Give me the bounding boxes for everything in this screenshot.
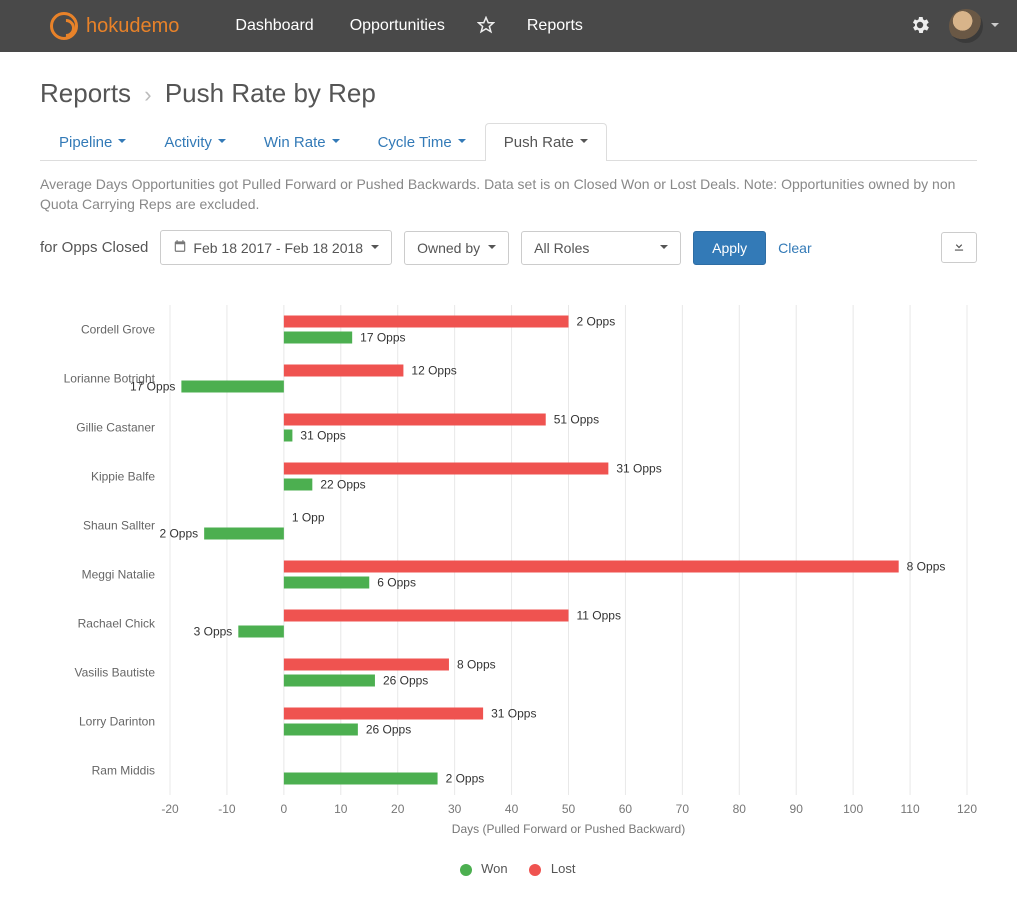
legend-swatch-lost: [529, 864, 541, 876]
svg-text:2 Opps: 2 Opps: [446, 772, 485, 786]
date-range-value: Feb 18 2017 - Feb 18 2018: [193, 240, 363, 256]
svg-text:Ram Middis: Ram Middis: [92, 764, 155, 778]
roles-select[interactable]: All Roles: [521, 231, 681, 265]
page-title: Push Rate by Rep: [165, 78, 376, 108]
svg-text:2 Opps: 2 Opps: [159, 527, 198, 541]
svg-text:40: 40: [505, 802, 519, 816]
breadcrumb-root[interactable]: Reports: [40, 78, 131, 108]
chart-legend: Won Lost: [40, 861, 977, 876]
svg-text:Shaun Sallter: Shaun Sallter: [83, 519, 155, 533]
chevron-down-icon: [116, 134, 126, 151]
svg-text:-10: -10: [218, 802, 236, 816]
top-nav: hokudemo Dashboard Opportunities Reports: [0, 0, 1017, 52]
chevron-down-icon: [369, 240, 379, 256]
svg-text:8 Opps: 8 Opps: [907, 560, 946, 574]
breadcrumb: Reports › Push Rate by Rep: [40, 78, 977, 109]
svg-text:Rachael Chick: Rachael Chick: [78, 617, 156, 631]
svg-text:30: 30: [448, 802, 462, 816]
svg-text:110: 110: [901, 802, 920, 816]
download-button[interactable]: [941, 232, 977, 263]
chevron-down-icon: [658, 240, 668, 256]
apply-button[interactable]: Apply: [693, 231, 766, 265]
chevron-down-icon: [456, 134, 466, 151]
svg-text:80: 80: [733, 802, 747, 816]
report-description: Average Days Opportunities got Pulled Fo…: [40, 175, 977, 214]
svg-text:12 Opps: 12 Opps: [411, 364, 456, 378]
tab-label: Cycle Time: [378, 134, 452, 151]
svg-text:17 Opps: 17 Opps: [360, 331, 405, 345]
nav-opportunities[interactable]: Opportunities: [332, 17, 463, 35]
svg-text:17 Opps: 17 Opps: [130, 380, 175, 394]
legend-won-label: Won: [481, 861, 508, 876]
nav-dashboard[interactable]: Dashboard: [217, 17, 331, 35]
clear-link[interactable]: Clear: [778, 240, 811, 256]
svg-text:11 Opps: 11 Opps: [577, 609, 621, 623]
favorites-icon[interactable]: [463, 16, 509, 37]
chevron-down-icon: [330, 134, 340, 151]
svg-text:50: 50: [562, 802, 576, 816]
push-rate-chart: -20 -10 0 10 20 30 40 50 60 70 80 90 100 110 120 Days (…: [40, 295, 977, 855]
svg-text:20: 20: [391, 802, 405, 816]
date-range-picker[interactable]: Feb 18 2017 - Feb 18 2018: [160, 230, 392, 265]
tab-label: Win Rate: [264, 134, 326, 151]
tab-pipeline[interactable]: Pipeline: [40, 123, 145, 161]
svg-text:31 Opps: 31 Opps: [300, 429, 345, 443]
tab-label: Push Rate: [504, 134, 574, 151]
svg-text:51 Opps: 51 Opps: [554, 413, 599, 427]
svg-text:Gillie Castaner: Gillie Castaner: [76, 421, 155, 435]
svg-text:Kippie Balfe: Kippie Balfe: [91, 470, 155, 484]
chevron-down-icon: [216, 134, 226, 151]
svg-text:10: 10: [334, 802, 348, 816]
svg-text:70: 70: [676, 802, 690, 816]
chevron-down-icon: [486, 240, 496, 256]
svg-text:Meggi Natalie: Meggi Natalie: [82, 568, 156, 582]
svg-text:26 Opps: 26 Opps: [366, 723, 411, 737]
avatar[interactable]: [949, 9, 983, 43]
tab-label: Activity: [164, 134, 212, 151]
filters-row: for Opps Closed Feb 18 2017 - Feb 18 201…: [40, 230, 977, 265]
svg-text:90: 90: [790, 802, 804, 816]
svg-text:31 Opps: 31 Opps: [616, 462, 661, 476]
svg-text:100: 100: [843, 802, 863, 816]
brand-name: hokudemo: [86, 15, 179, 38]
brand-icon: [50, 12, 78, 40]
roles-value: All Roles: [534, 240, 589, 256]
svg-text:1 Opp: 1 Opp: [292, 511, 325, 525]
svg-text:22 Opps: 22 Opps: [320, 478, 365, 492]
svg-text:0: 0: [281, 802, 288, 816]
svg-text:8 Opps: 8 Opps: [457, 658, 496, 672]
owned-by-label: Owned by: [417, 240, 480, 256]
tab-activity[interactable]: Activity: [145, 123, 245, 161]
filter-for-label: for Opps Closed: [40, 239, 148, 256]
legend-lost-label: Lost: [551, 861, 576, 876]
calendar-icon: [173, 239, 187, 256]
tab-label: Pipeline: [59, 134, 112, 151]
svg-text:Vasilis Bautiste: Vasilis Bautiste: [75, 666, 156, 680]
gear-icon[interactable]: [909, 14, 931, 39]
svg-text:Cordell Grove: Cordell Grove: [81, 323, 155, 337]
breadcrumb-sep: ›: [144, 82, 151, 107]
chevron-down-icon: [578, 134, 588, 151]
legend-swatch-won: [460, 864, 472, 876]
svg-text:120: 120: [957, 802, 977, 816]
svg-text:3 Opps: 3 Opps: [194, 625, 233, 639]
page-body: Reports › Push Rate by Rep Pipeline Activ…: [0, 52, 1017, 906]
svg-text:60: 60: [619, 802, 633, 816]
nav-reports[interactable]: Reports: [509, 17, 601, 35]
owned-by-select[interactable]: Owned by: [404, 231, 509, 265]
chart-container: -20 -10 0 10 20 30 40 50 60 70 80 90 100 110 120 Days (…: [40, 295, 977, 855]
brand[interactable]: hokudemo: [50, 12, 179, 40]
report-tabs: Pipeline Activity Win Rate Cycle Time Push R…: [40, 123, 977, 161]
svg-text:26 Opps: 26 Opps: [383, 674, 428, 688]
tab-winrate[interactable]: Win Rate: [245, 123, 359, 161]
user-menu-caret[interactable]: [991, 18, 999, 34]
svg-text:2 Opps: 2 Opps: [577, 315, 616, 329]
svg-text:31 Opps: 31 Opps: [491, 707, 536, 721]
svg-text:Days (Pulled Forward or Pushed: Days (Pulled Forward or Pushed Backward): [452, 822, 685, 836]
svg-text:6 Opps: 6 Opps: [377, 576, 416, 590]
svg-text:-20: -20: [161, 802, 179, 816]
tab-pushrate[interactable]: Push Rate: [485, 123, 607, 161]
svg-text:Lorry Darinton: Lorry Darinton: [79, 715, 155, 729]
tab-cycletime[interactable]: Cycle Time: [359, 123, 485, 161]
